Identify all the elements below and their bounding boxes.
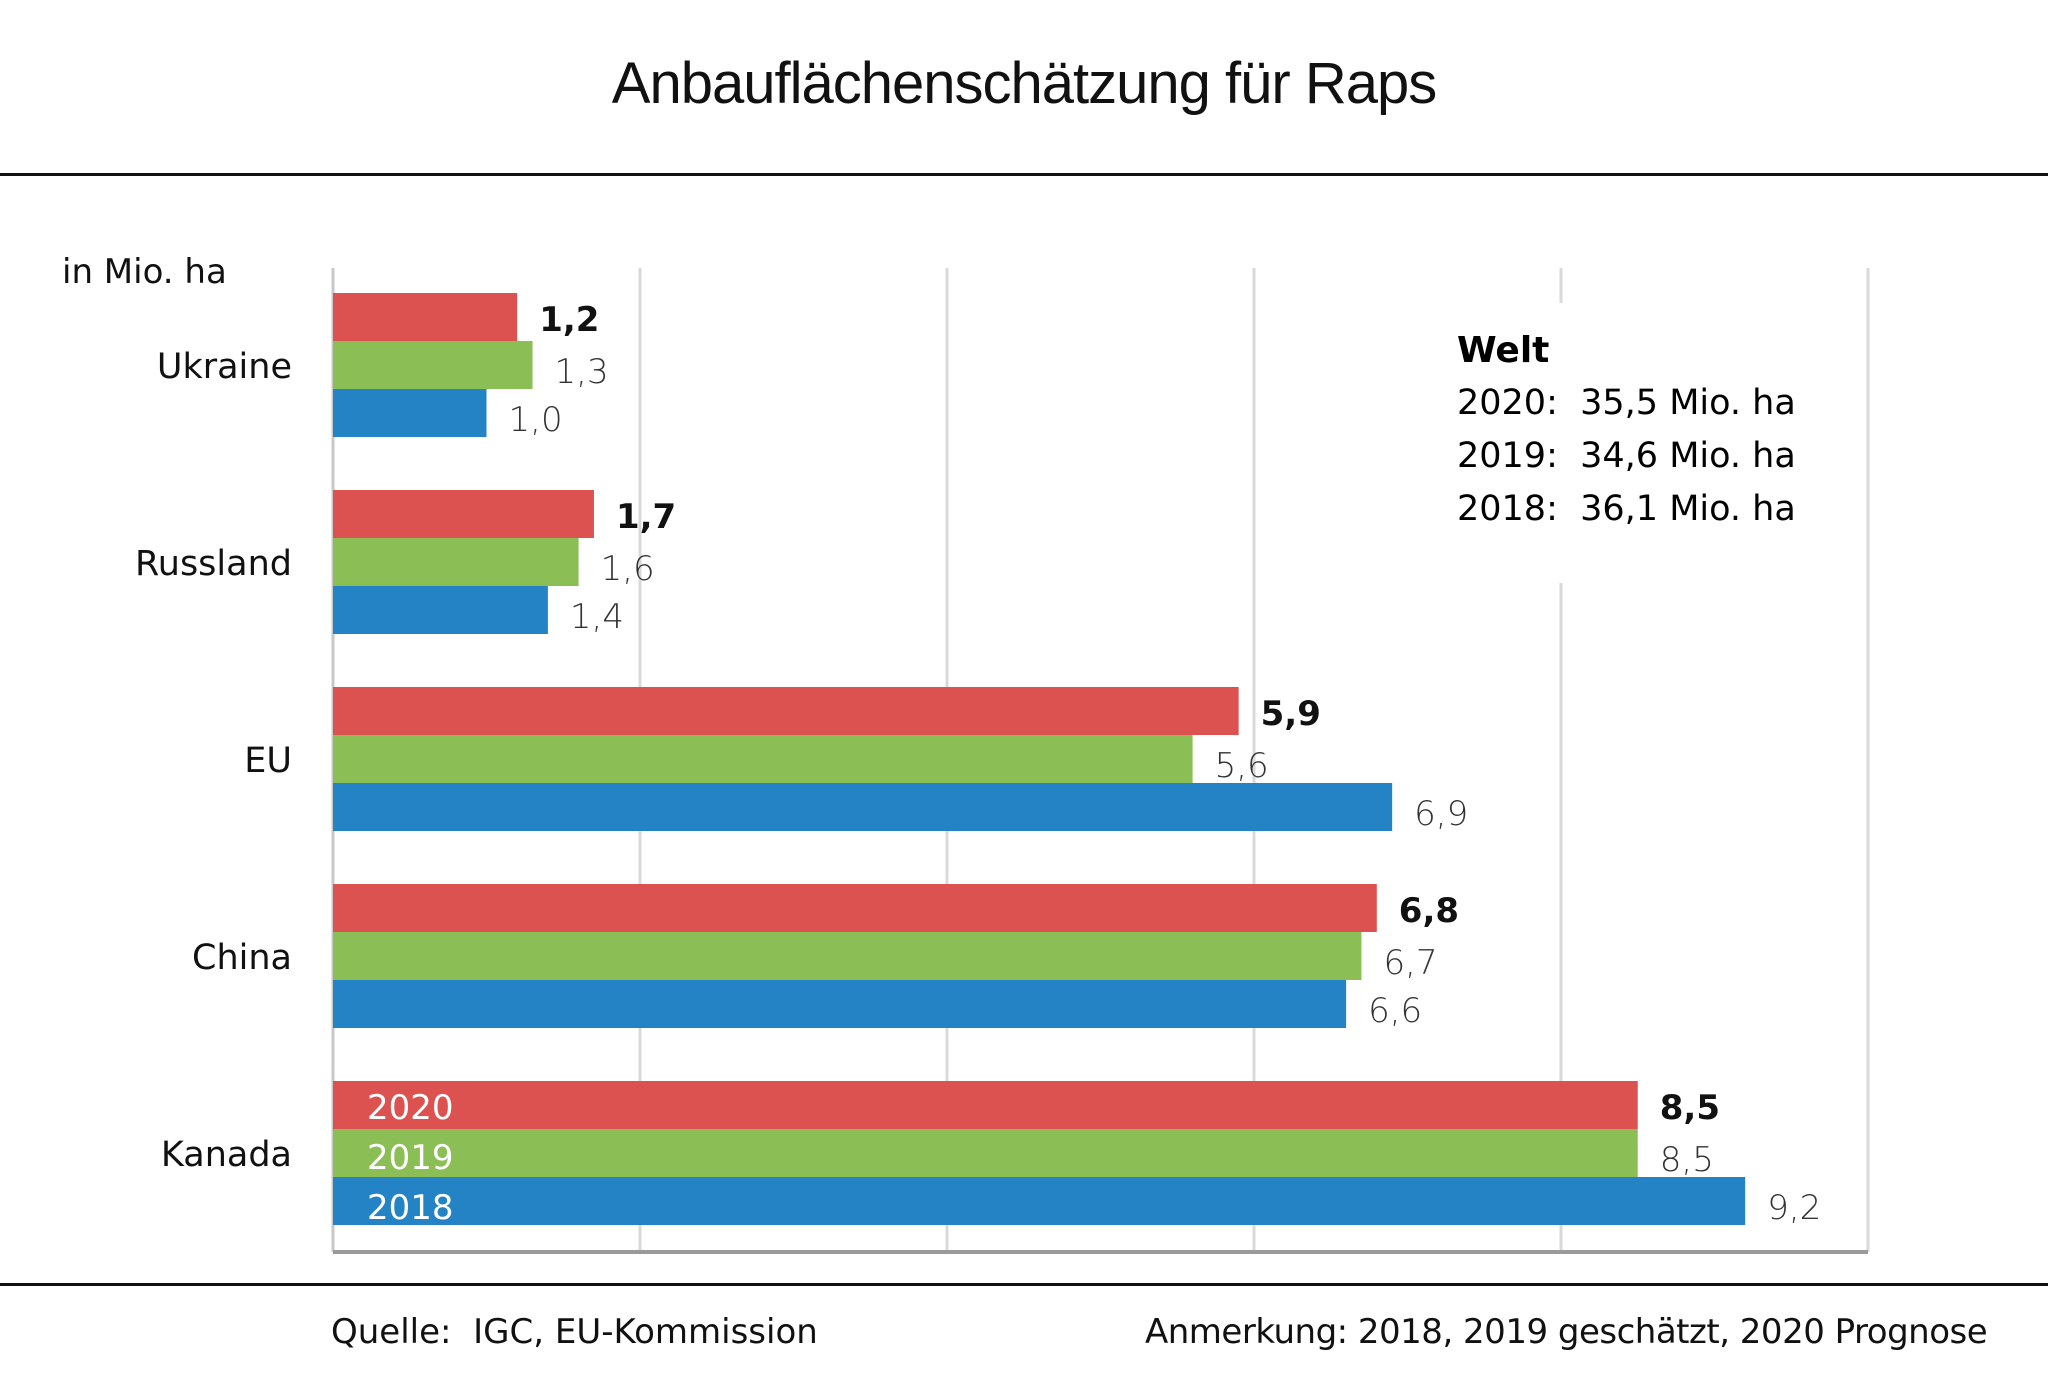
data-label: 1,7 — [616, 497, 676, 537]
labels: Ukraine 1,2 1,3 1,0 Russland 1,7 1,6 1,4 EU 5,9 5,… — [135, 300, 1821, 1228]
top-divider — [0, 173, 2048, 176]
legend-label-2020: 2020 — [367, 1088, 454, 1128]
world-total-row: 2020: 35,5 Mio. ha — [1457, 377, 1796, 430]
bar-2020-kanada — [333, 1081, 1638, 1129]
data-label: 6,9 — [1414, 794, 1468, 834]
bar-2018-russland — [333, 586, 548, 634]
legend-label-2018: 2018 — [367, 1188, 454, 1228]
bar-2020-eu — [333, 687, 1239, 735]
category-label: Ukraine — [157, 347, 292, 387]
world-total-row: 2018: 36,1 Mio. ha — [1457, 483, 1796, 536]
world-total-year: 2019: — [1457, 436, 1558, 476]
world-total-year: 2020: — [1457, 383, 1558, 423]
data-label: 1,2 — [539, 300, 599, 340]
chart-title: Anbauflächenschätzung für Raps — [611, 51, 1437, 116]
data-label: 6,8 — [1399, 891, 1459, 931]
data-label: 1,6 — [601, 549, 655, 589]
bottom-divider — [0, 1283, 2048, 1286]
legend-label-2019: 2019 — [367, 1138, 454, 1178]
world-total-value: 36,1 Mio. ha — [1580, 489, 1796, 529]
bar-2020-china — [333, 884, 1377, 932]
category-label: Kanada — [161, 1135, 292, 1175]
data-label: 8,5 — [1660, 1088, 1720, 1128]
bar-2020-russland — [333, 490, 594, 538]
data-label: 1,3 — [555, 352, 609, 392]
world-total-row: 2019: 34,6 Mio. ha — [1457, 430, 1796, 483]
data-label: 6,7 — [1383, 943, 1437, 983]
bar-2019-russland — [333, 538, 579, 586]
source-note: Quelle: IGC, EU-Kommission — [331, 1312, 818, 1352]
data-label: 1,0 — [509, 400, 563, 440]
world-total-title: Welt — [1457, 330, 1550, 371]
bars — [333, 293, 1746, 1225]
bar-2020-ukraine — [333, 293, 518, 341]
bar-2018-kanada — [333, 1177, 1746, 1225]
data-label: 9,2 — [1767, 1188, 1821, 1228]
bar-2018-ukraine — [333, 389, 487, 437]
annotation-note: Anmerkung: 2018, 2019 geschätzt, 2020 Pr… — [1145, 1312, 1988, 1352]
category-label: Russland — [135, 544, 292, 584]
data-label: 8,5 — [1660, 1140, 1714, 1180]
data-label: 1,4 — [570, 597, 624, 637]
bar-2018-eu — [333, 783, 1393, 831]
bar-2019-china — [333, 932, 1362, 980]
category-label: China — [192, 938, 292, 978]
data-label: 6,6 — [1368, 991, 1422, 1031]
unit-label: in Mio. ha — [62, 252, 227, 292]
world-total-year: 2018: — [1457, 489, 1558, 529]
bar-2019-eu — [333, 735, 1193, 783]
bar-2019-ukraine — [333, 341, 533, 389]
world-total-box: Welt 2020: 35,5 Mio. ha 2019: 34,6 Mio. … — [1440, 303, 1796, 583]
world-total-value: 35,5 Mio. ha — [1580, 383, 1796, 423]
bar-2018-china — [333, 980, 1347, 1028]
world-total-value: 34,6 Mio. ha — [1580, 436, 1796, 476]
data-label: 5,9 — [1261, 694, 1321, 734]
data-label: 5,6 — [1215, 746, 1269, 786]
bar-2019-kanada — [333, 1129, 1638, 1177]
category-label: EU — [244, 741, 292, 781]
